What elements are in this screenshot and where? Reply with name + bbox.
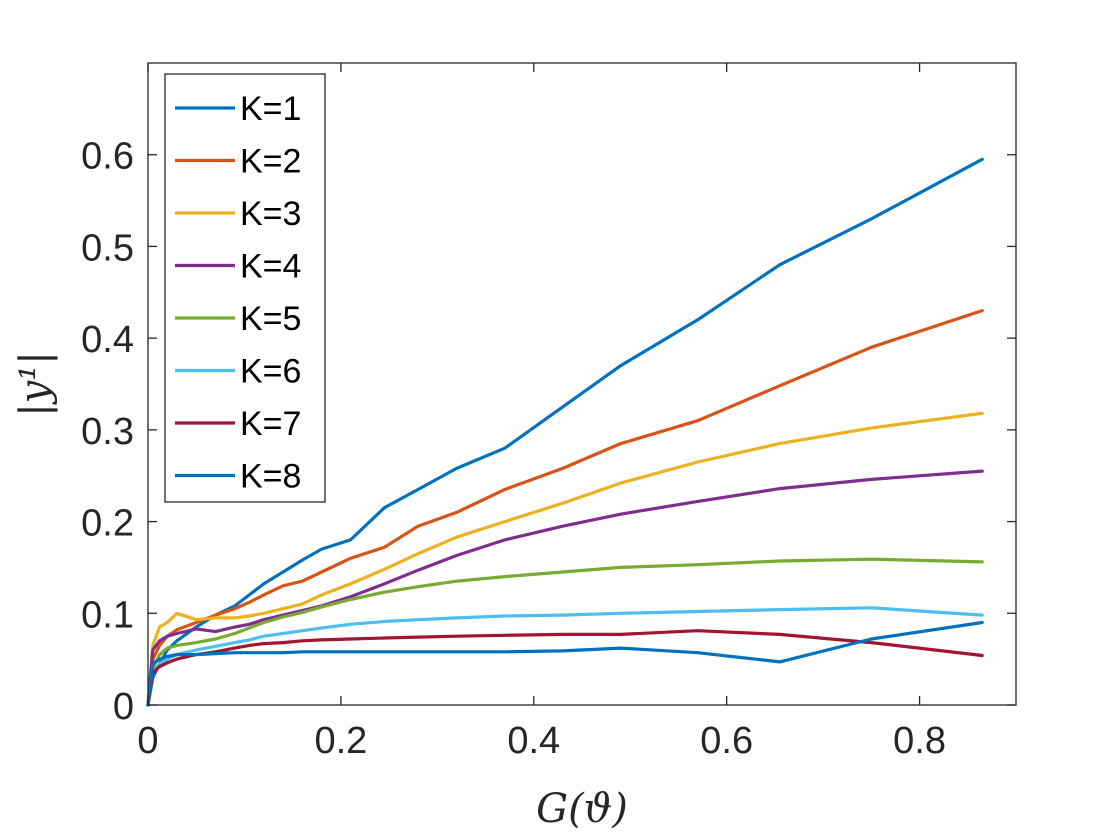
y-tick-label: 0.4 bbox=[81, 319, 134, 361]
series-layer bbox=[146, 157, 984, 707]
x-axis: 0 0.2 0.4 0.6 0.8 bbox=[137, 63, 946, 762]
y-tick-label: 0.6 bbox=[81, 136, 134, 178]
plot-area-frame bbox=[147, 62, 1017, 706]
series-line-k7 bbox=[146, 629, 984, 707]
y-axis: 0 0.1 0.2 0.3 0.4 0.5 0.6 bbox=[81, 136, 1016, 728]
y-axis-label: |y¹| bbox=[12, 351, 58, 417]
x-axis-label: G(ϑ) bbox=[536, 786, 628, 832]
y-tick-label: 0.2 bbox=[81, 503, 134, 545]
legend-label: K=6 bbox=[240, 353, 301, 391]
x-tick-label: 0 bbox=[137, 720, 158, 762]
legend: K=1 K=2 K=3 K=4 K=5 K=6 K=7 K=8 bbox=[164, 73, 326, 503]
x-tick-label: 0.2 bbox=[314, 720, 367, 762]
x-tick-label: 0.6 bbox=[700, 720, 753, 762]
y-tick-label: 0.5 bbox=[81, 227, 134, 269]
legend-label: K=8 bbox=[240, 458, 301, 496]
series-line-k5 bbox=[146, 557, 984, 707]
legend-label: K=5 bbox=[240, 300, 301, 338]
x-tick-label: 0.8 bbox=[893, 720, 946, 762]
series-line-k2 bbox=[146, 309, 984, 707]
legend-label: K=4 bbox=[240, 248, 301, 286]
x-tick-label: 0.4 bbox=[507, 720, 560, 762]
y-tick-label: 0.3 bbox=[81, 411, 134, 453]
legend-box bbox=[164, 73, 326, 503]
legend-label: K=3 bbox=[240, 195, 301, 233]
legend-label: K=2 bbox=[240, 143, 301, 181]
series-line-k3 bbox=[146, 411, 984, 707]
y-tick-label: 0 bbox=[113, 686, 134, 728]
legend-label: K=7 bbox=[240, 405, 301, 443]
series-line-k1 bbox=[146, 157, 984, 707]
series-line-k8 bbox=[146, 620, 984, 707]
y-tick-label: 0.1 bbox=[81, 594, 134, 636]
legend-label: K=1 bbox=[240, 90, 301, 128]
